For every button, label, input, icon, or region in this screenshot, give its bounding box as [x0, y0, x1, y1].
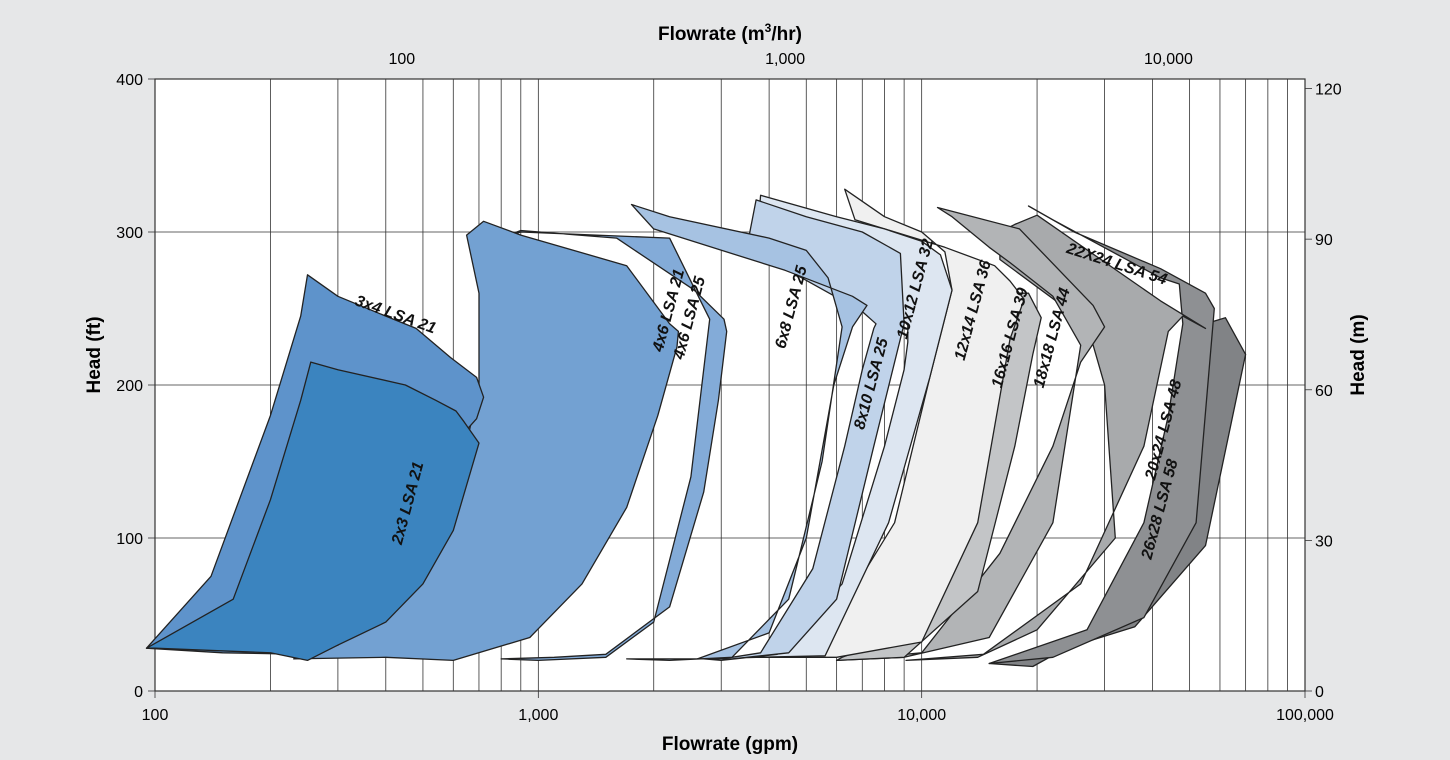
- y-left-tick-label: 200: [116, 378, 143, 395]
- axis-ticks: 100 1,000 10,000 100,000 100 1,000 10,000 0 100 2…: [116, 51, 1342, 724]
- x-bottom-tick-label: 10,000: [897, 707, 946, 724]
- y-right-tick-label: 120: [1315, 82, 1342, 99]
- curve-areas: [145, 188, 1247, 668]
- x-top-tick-label: 100: [388, 51, 415, 68]
- y-left-tick-label: 400: [116, 72, 143, 89]
- curve-area: [626, 203, 868, 662]
- curve-area: [696, 199, 905, 660]
- curve-area: [905, 214, 1207, 662]
- y-axis-right-title: Head (m): [1348, 314, 1369, 395]
- x-axis-top-title: Flowrate (m3/hr): [658, 21, 802, 45]
- x-bottom-tick-label: 100,000: [1276, 707, 1334, 724]
- y-left-tick-label: 0: [134, 684, 143, 701]
- y-axis-left-title: Head (ft): [84, 316, 105, 393]
- curve-area: [835, 206, 1106, 662]
- y-right-tick-label: 0: [1315, 684, 1324, 701]
- curve-area: [500, 229, 728, 662]
- y-left-tick-label: 300: [116, 225, 143, 242]
- curve-area: [988, 205, 1215, 665]
- x-top-tick-label: 1,000: [765, 51, 805, 68]
- x-axis-bottom-title: Flowrate (gpm): [662, 734, 798, 755]
- y-right-tick-label: 30: [1315, 533, 1333, 550]
- y-right-tick-label: 90: [1315, 232, 1333, 249]
- x-bottom-tick-label: 100: [142, 707, 169, 724]
- x-top-tick-label: 10,000: [1144, 51, 1193, 68]
- y-right-tick-label: 60: [1315, 383, 1333, 400]
- y-left-tick-label: 100: [116, 531, 143, 548]
- x-bottom-tick-label: 1,000: [518, 707, 558, 724]
- curve-area: [145, 361, 480, 662]
